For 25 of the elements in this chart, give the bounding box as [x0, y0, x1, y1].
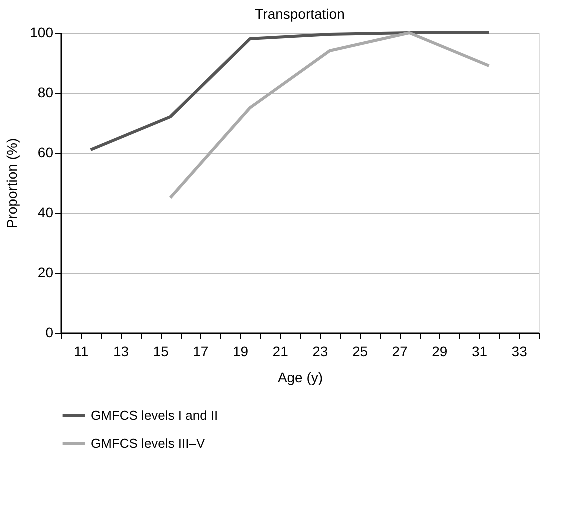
x-tick-label: 15	[153, 344, 170, 360]
x-tick-label: 27	[392, 344, 408, 360]
y-tick-label: 0	[46, 324, 54, 340]
x-axis-title: Age (y)	[278, 370, 324, 386]
x-tick-label: 23	[312, 344, 328, 360]
line-series	[89, 32, 491, 152]
x-tick-label: 31	[472, 344, 488, 360]
y-tick-label: 20	[38, 264, 54, 280]
x-tick-label: 19	[232, 344, 249, 360]
x-tick-label: 33	[512, 344, 528, 360]
x-tick-label: 29	[432, 344, 448, 360]
legend-label: GMFCS levels III–V	[91, 436, 206, 451]
x-tick-label: 21	[272, 344, 289, 360]
legend-label: GMFCS levels I and II	[91, 408, 218, 423]
x-tick-label: 25	[352, 344, 368, 360]
x-tick-label: 13	[113, 344, 130, 360]
y-tick-label: 100	[30, 24, 54, 40]
y-axis-title: Proportion (%)	[4, 138, 20, 229]
x-tick-label: 17	[193, 344, 209, 360]
y-tick-label: 60	[38, 144, 54, 160]
y-tick-label: 80	[38, 84, 54, 100]
x-tick-label: 11	[74, 344, 89, 360]
chart-title: Transportation	[255, 6, 345, 22]
line-series	[169, 32, 491, 200]
y-tick-label: 40	[38, 204, 54, 220]
